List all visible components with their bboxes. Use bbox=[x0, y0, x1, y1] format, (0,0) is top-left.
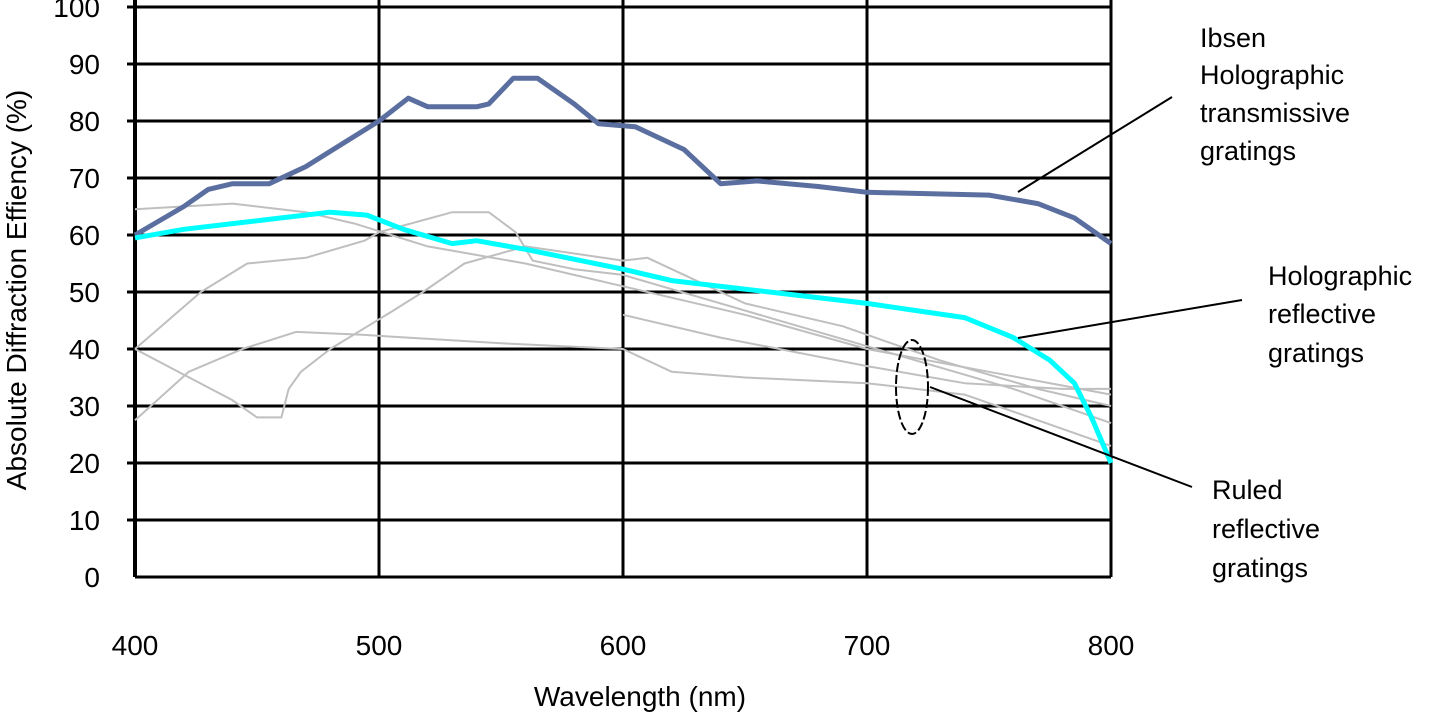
annotation-line: transmissive bbox=[1200, 98, 1350, 128]
series-line-ruled bbox=[134, 202, 1112, 396]
y-tick-label: 80 bbox=[69, 106, 100, 137]
annotation-line: gratings bbox=[1212, 553, 1308, 583]
annotation-line: reflective bbox=[1268, 299, 1376, 329]
x-axis-label: Wavelength (nm) bbox=[534, 681, 746, 712]
y-tick-label: 50 bbox=[69, 277, 100, 308]
y-axis-label: Absolute Diffraction Effiency (%) bbox=[1, 90, 32, 490]
holographic-reflective-annotation: Holographic reflective gratings bbox=[1268, 261, 1412, 368]
y-tick-label: 20 bbox=[69, 448, 100, 479]
ruled-leader-line bbox=[929, 386, 1193, 488]
annotation-line: reflective bbox=[1212, 514, 1320, 544]
x-tick-label: 700 bbox=[844, 630, 891, 661]
y-tick-label: 40 bbox=[69, 334, 100, 365]
tick-labels: 0 10 20 30 40 50 60 70 80 90 100 400 500 600 700 800 bbox=[53, 0, 1134, 661]
x-tick-label: 500 bbox=[356, 630, 403, 661]
ibsen-leader-line bbox=[1017, 96, 1173, 193]
y-tick-label: 60 bbox=[69, 220, 100, 251]
y-tick-label: 30 bbox=[69, 391, 100, 422]
annotation-line: Ibsen bbox=[1200, 23, 1266, 53]
series-line-ruled bbox=[134, 211, 1112, 425]
y-tick-label: 70 bbox=[69, 163, 100, 194]
x-tick-label: 600 bbox=[600, 630, 647, 661]
annotation-line: Ruled bbox=[1212, 475, 1283, 505]
series-line-ruled bbox=[134, 330, 1112, 447]
series-line-holographic-reflective bbox=[134, 209, 1114, 464]
holographic-reflective-leader-line bbox=[1017, 299, 1243, 339]
y-tick-label: 100 bbox=[53, 0, 100, 23]
x-tick-label: 800 bbox=[1088, 630, 1135, 661]
x-tick-label: 400 bbox=[112, 630, 159, 661]
series-line-ruled bbox=[622, 313, 1111, 390]
ruled-annotation: Ruled reflective gratings bbox=[1212, 475, 1320, 583]
ibsen-annotation: Ibsen Holographic transmissive gratings bbox=[1200, 23, 1350, 166]
y-tick-label: 90 bbox=[69, 49, 100, 80]
y-tick-label: 0 bbox=[84, 562, 100, 593]
series-group bbox=[133, 75, 1114, 464]
annotation-line: Holographic bbox=[1200, 60, 1344, 90]
series-line-ibsen bbox=[133, 75, 1113, 246]
grid bbox=[127, 0, 1113, 579]
series-line-ruled bbox=[134, 245, 1112, 419]
annotation-line: Holographic bbox=[1268, 261, 1412, 291]
y-tick-label: 10 bbox=[69, 505, 100, 536]
ruled-group-ellipse bbox=[895, 339, 929, 435]
annotation-line: gratings bbox=[1268, 338, 1364, 368]
annotation-line: gratings bbox=[1200, 136, 1296, 166]
